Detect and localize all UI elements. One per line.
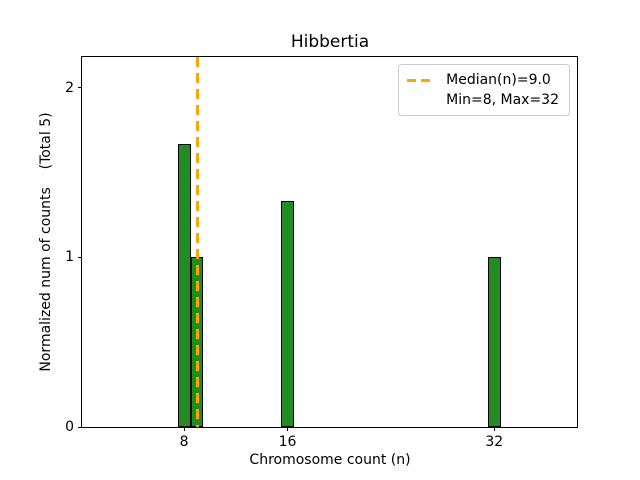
plot-area: Median(n)=9.0 Min=8, Max=32 8 16 32 0 1 2: [65, 56, 578, 450]
x-tick-mark: [183, 427, 185, 431]
bar-n8: [177, 143, 191, 427]
legend-entry-minmax: Min=8, Max=32: [407, 90, 559, 110]
legend-handle-empty: [407, 99, 434, 102]
chart-title: Hibbertia: [290, 32, 370, 52]
x-tick-mark: [493, 427, 495, 431]
y-axis-label: Normalized num of counts (Total 5): [38, 112, 54, 372]
legend-label-minmax: Min=8, Max=32: [446, 92, 559, 108]
x-tick-label: 16: [278, 434, 297, 450]
x-tick-mark: [286, 427, 288, 431]
y-tick-mark: [78, 87, 82, 89]
bar-n16: [281, 201, 294, 427]
median-dashed-line: [195, 57, 199, 427]
bar-n32: [487, 257, 501, 427]
y-tick-label: 1: [65, 249, 74, 266]
legend: Median(n)=9.0 Min=8, Max=32: [398, 64, 570, 116]
x-tick-label: 32: [485, 434, 504, 450]
legend-entry-median: Median(n)=9.0: [407, 70, 559, 90]
x-tick-label: 8: [179, 434, 189, 450]
dashed-line-icon: [407, 78, 435, 82]
x-axis-label: Chromosome count (n): [249, 452, 411, 468]
y-tick-mark: [78, 426, 82, 428]
legend-label-median: Median(n)=9.0: [446, 72, 551, 88]
y-tick-label: 0: [65, 419, 74, 435]
y-tick-mark: [78, 256, 82, 258]
y-tick-label: 2: [65, 79, 74, 96]
